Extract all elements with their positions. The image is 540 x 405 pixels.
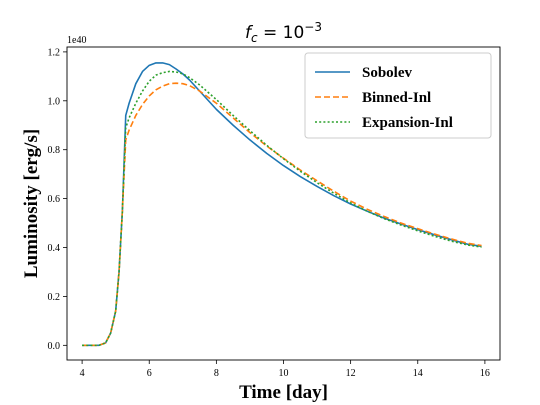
x-tick-label: 10 [279, 368, 289, 379]
series-line-expansion-inl [82, 70, 482, 347]
title-subscript: c [251, 31, 258, 45]
y-tick-label: 1.0 [48, 96, 61, 107]
legend-label-expansion-inl: Expansion-Inl [362, 115, 453, 131]
y-tick-label: 0.0 [48, 341, 61, 352]
y-tick-label: 0.4 [48, 243, 61, 254]
y-tick-label: 0.2 [48, 292, 61, 303]
y-axis-offset-text: 1e40 [67, 35, 86, 46]
title-equals: = 10 [258, 23, 305, 43]
x-tick-label: 6 [147, 368, 152, 379]
legend-label-sobolev: Sobolev [362, 65, 413, 81]
legend: Sobolev Binned-Inl Expansion-Inl [304, 52, 492, 139]
x-tick-label: 8 [214, 368, 219, 379]
x-axis-ticks: 4 6 8 10 12 14 16 [80, 360, 490, 379]
title-superscript: −3 [304, 20, 322, 34]
series-group [82, 62, 482, 347]
y-axis-ticks: 0.0 0.2 0.4 0.6 0.8 1.0 1.2 [48, 47, 67, 352]
x-tick-label: 16 [480, 368, 490, 379]
x-tick-label: 4 [80, 368, 85, 379]
x-tick-label: 12 [346, 368, 356, 379]
y-tick-label: 0.8 [48, 145, 61, 156]
y-axis-label: Luminosity [erg/s] [21, 129, 42, 278]
legend-box [304, 52, 492, 139]
x-tick-label: 14 [413, 368, 423, 379]
y-tick-label: 1.2 [48, 47, 61, 58]
chart-title: fc = 10−3 [245, 20, 322, 45]
series-line-binned-inl [82, 82, 482, 347]
legend-label-binned-inl: Binned-Inl [362, 90, 431, 106]
title-base: f [245, 23, 254, 43]
y-tick-label: 0.6 [48, 194, 61, 205]
x-axis-label: Time [day] [239, 382, 328, 403]
